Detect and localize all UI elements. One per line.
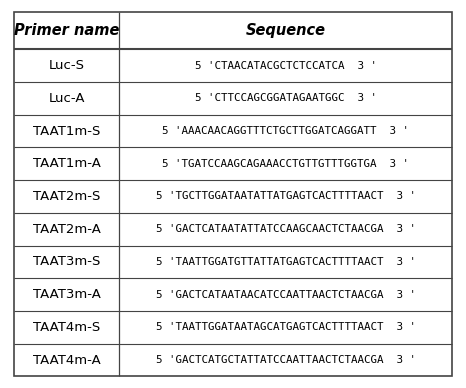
Text: Sequence: Sequence (246, 23, 326, 38)
Text: TAAT1m-S: TAAT1m-S (33, 125, 100, 137)
Text: 5 'CTAACATACGCTCTCCATCA  3 ': 5 'CTAACATACGCTCTCCATCA 3 ' (195, 61, 377, 71)
Text: Primer name: Primer name (14, 23, 119, 38)
Text: TAAT4m-A: TAAT4m-A (33, 353, 100, 367)
Text: TAAT3m-A: TAAT3m-A (33, 288, 101, 301)
Text: TAAT1m-A: TAAT1m-A (33, 157, 101, 170)
Text: 5 'AAACAACAGGTTTCTGCTTGGATCAGGATT  3 ': 5 'AAACAACAGGTTTCTGCTTGGATCAGGATT 3 ' (162, 126, 409, 136)
Text: 5 'TGATCCAAGCAGAAACCTGTTGTTTGGTGA  3 ': 5 'TGATCCAAGCAGAAACCTGTTGTTTGGTGA 3 ' (162, 159, 409, 169)
Text: 5 'TAATTGGATAATAGCATGAGTCACTTTTAACT  3 ': 5 'TAATTGGATAATAGCATGAGTCACTTTTAACT 3 ' (156, 322, 416, 332)
Text: TAAT4m-S: TAAT4m-S (33, 321, 100, 334)
Text: TAAT3m-S: TAAT3m-S (33, 255, 100, 268)
Text: Luc-A: Luc-A (48, 92, 85, 105)
Text: 5 'CTTCCAGCGGATAGAATGGC  3 ': 5 'CTTCCAGCGGATAGAATGGC 3 ' (195, 94, 377, 103)
Text: Luc-S: Luc-S (48, 59, 84, 72)
Text: TAAT2m-S: TAAT2m-S (33, 190, 100, 203)
Text: 5 'GACTCATGCTATTATCCAATTAACTCTAACGA  3 ': 5 'GACTCATGCTATTATCCAATTAACTCTAACGA 3 ' (156, 355, 416, 365)
Text: 5 'GACTCATAATATTATCCAAGCAACTCTAACGA  3 ': 5 'GACTCATAATATTATCCAAGCAACTCTAACGA 3 ' (156, 224, 416, 234)
Text: 5 'GACTCATAATAACATCCAATTAACTCTAACGA  3 ': 5 'GACTCATAATAACATCCAATTAACTCTAACGA 3 ' (156, 289, 416, 300)
Text: TAAT2m-A: TAAT2m-A (33, 223, 101, 236)
Text: 5 'TAATTGGATGTTATTATGAGTCACTTTTAACT  3 ': 5 'TAATTGGATGTTATTATGAGTCACTTTTAACT 3 ' (156, 257, 416, 267)
Text: 5 'TGCTTGGATAATATTATGAGTCACTTTTAACT  3 ': 5 'TGCTTGGATAATATTATGAGTCACTTTTAACT 3 ' (156, 191, 416, 201)
